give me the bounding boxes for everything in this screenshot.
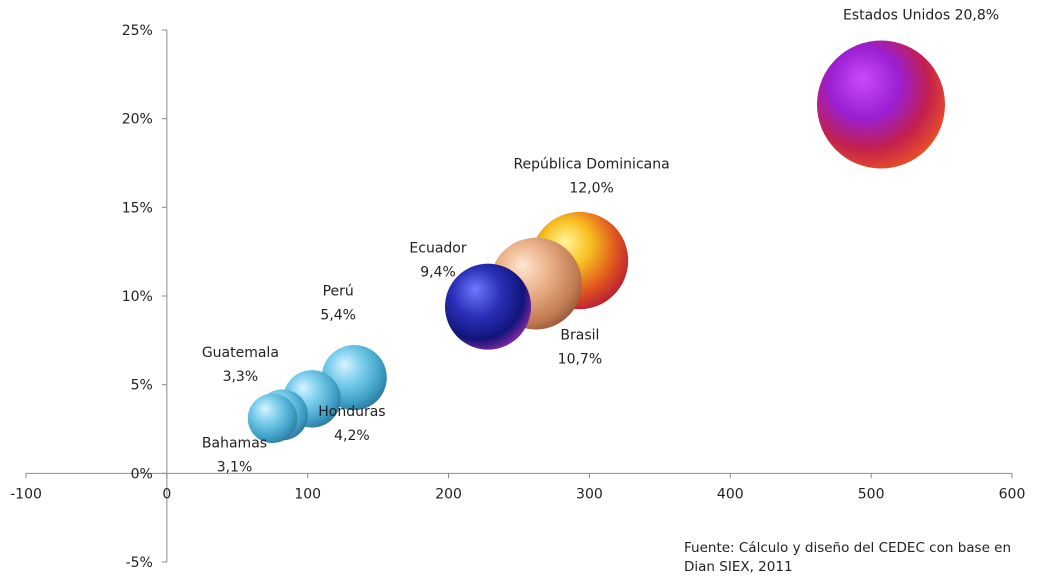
data-label-name: Bahamas	[202, 435, 267, 451]
data-label-name: República Dominicana	[513, 157, 669, 173]
x-tick-label: 0	[162, 486, 171, 502]
x-tick-label: -100	[10, 486, 42, 502]
data-label-ecuador: Ecuador 9,4%	[409, 241, 466, 281]
data-label-name: Brasil	[560, 328, 599, 344]
data-label-value: 9,4%	[420, 265, 456, 281]
data-label-name: Ecuador	[409, 241, 466, 257]
data-label-guatemala: Guatemala 3,3%	[202, 345, 279, 385]
y-tick-label: 10%	[122, 289, 153, 305]
data-label-value: 10,7%	[558, 352, 602, 368]
data-label-estados-unidos: Estados Unidos 20,8%	[843, 7, 999, 23]
x-tick-label: 600	[999, 486, 1026, 502]
data-label-text: Estados Unidos 20,8%	[843, 7, 999, 23]
source-note: Fuente: Cálculo y diseño del CEDEC con b…	[684, 540, 1012, 575]
data-label-value: 4,2%	[334, 428, 370, 444]
data-label-value: 12,0%	[569, 181, 613, 197]
x-tick-label: 400	[717, 486, 744, 502]
x-tick-label: 200	[435, 486, 462, 502]
bubble-series	[247, 40, 946, 444]
data-label-name: Perú	[323, 284, 354, 300]
y-tick-label: 20%	[122, 112, 153, 128]
x-tick-label: 500	[858, 486, 885, 502]
data-label-name: Guatemala	[202, 345, 279, 361]
bubble-estados-unidos	[817, 40, 946, 169]
data-label-name: Honduras	[318, 404, 385, 420]
data-labels: Bahamas 3,1% Guatemala 3,3% Honduras 4,2% Perú…	[202, 7, 999, 475]
data-label-honduras: Honduras 4,2%	[318, 404, 385, 444]
x-tick-label: 100	[294, 486, 321, 502]
y-tick-label: 25%	[122, 23, 153, 39]
bubble-ecuador	[444, 263, 532, 350]
data-label-value: 3,3%	[223, 369, 259, 385]
data-label-republica-dominicana: República Dominicana 12,0%	[513, 157, 669, 197]
y-tick-label: 5%	[131, 378, 153, 394]
data-label-bahamas: Bahamas 3,1%	[202, 435, 267, 475]
data-label-brasil: Brasil 10,7%	[558, 328, 602, 368]
data-label-peru: Perú 5,4%	[320, 284, 356, 324]
y-tick-label: 0%	[131, 466, 153, 482]
y-tick-label: 15%	[122, 200, 153, 216]
data-label-value: 5,4%	[320, 308, 356, 324]
y-tick-label: -5%	[126, 555, 153, 571]
data-label-value: 3,1%	[217, 459, 253, 475]
x-tick-label: 300	[576, 486, 603, 502]
axes: -100 0 100 200 300 400 500 600 -5% 0% 5% 10% 15% 20% 2…	[10, 23, 1025, 571]
bubble-bahamas	[247, 393, 298, 444]
